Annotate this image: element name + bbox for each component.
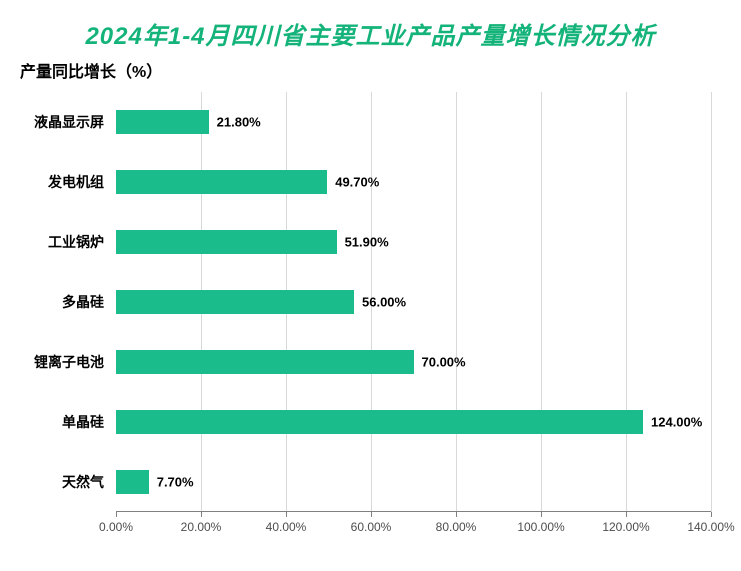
grid-line bbox=[541, 92, 542, 512]
x-tick-label: 60.00% bbox=[351, 520, 392, 534]
y-category-label: 多晶硅 bbox=[62, 292, 104, 312]
bar: 124.00% bbox=[116, 410, 643, 434]
x-tick-mark bbox=[116, 512, 117, 517]
chart-subtitle: 产量同比增长（%） bbox=[20, 58, 162, 82]
grid-line bbox=[626, 92, 627, 512]
y-category-label: 液晶显示屏 bbox=[34, 112, 104, 132]
x-tick-label: 40.00% bbox=[266, 520, 307, 534]
bar-value-label: 70.00% bbox=[422, 355, 466, 370]
y-category-label: 发电机组 bbox=[48, 172, 104, 192]
bar-value-label: 56.00% bbox=[362, 295, 406, 310]
y-category-label: 锂离子电池 bbox=[34, 352, 104, 372]
grid-line bbox=[711, 92, 712, 512]
x-tick-label: 100.00% bbox=[517, 520, 564, 534]
chart-plot-area: 0.00%20.00%40.00%60.00%80.00%100.00%120.… bbox=[116, 92, 711, 512]
y-category-label: 单晶硅 bbox=[62, 412, 104, 432]
bar: 51.90% bbox=[116, 230, 337, 254]
y-category-label: 工业锅炉 bbox=[48, 232, 104, 252]
x-tick-label: 140.00% bbox=[687, 520, 734, 534]
x-axis-line bbox=[116, 511, 711, 512]
x-tick-mark bbox=[711, 512, 712, 517]
x-tick-label: 0.00% bbox=[99, 520, 133, 534]
bar-value-label: 49.70% bbox=[335, 175, 379, 190]
x-tick-mark bbox=[626, 512, 627, 517]
bar: 49.70% bbox=[116, 170, 327, 194]
x-tick-mark bbox=[541, 512, 542, 517]
x-tick-label: 120.00% bbox=[602, 520, 649, 534]
grid-line bbox=[456, 92, 457, 512]
bar: 7.70% bbox=[116, 470, 149, 494]
x-tick-mark bbox=[201, 512, 202, 517]
y-category-label: 天然气 bbox=[62, 472, 104, 492]
bar: 56.00% bbox=[116, 290, 354, 314]
x-tick-mark bbox=[456, 512, 457, 517]
bar-value-label: 7.70% bbox=[157, 475, 194, 490]
bar-value-label: 124.00% bbox=[651, 415, 702, 430]
bar: 21.80% bbox=[116, 110, 209, 134]
x-tick-label: 80.00% bbox=[436, 520, 477, 534]
chart-title: 2024年1-4月四川省主要工业产品产量增长情况分析 bbox=[0, 16, 741, 51]
x-tick-mark bbox=[286, 512, 287, 517]
bar-value-label: 21.80% bbox=[217, 115, 261, 130]
bar: 70.00% bbox=[116, 350, 414, 374]
x-tick-mark bbox=[371, 512, 372, 517]
bar-value-label: 51.90% bbox=[345, 235, 389, 250]
x-tick-label: 20.00% bbox=[181, 520, 222, 534]
